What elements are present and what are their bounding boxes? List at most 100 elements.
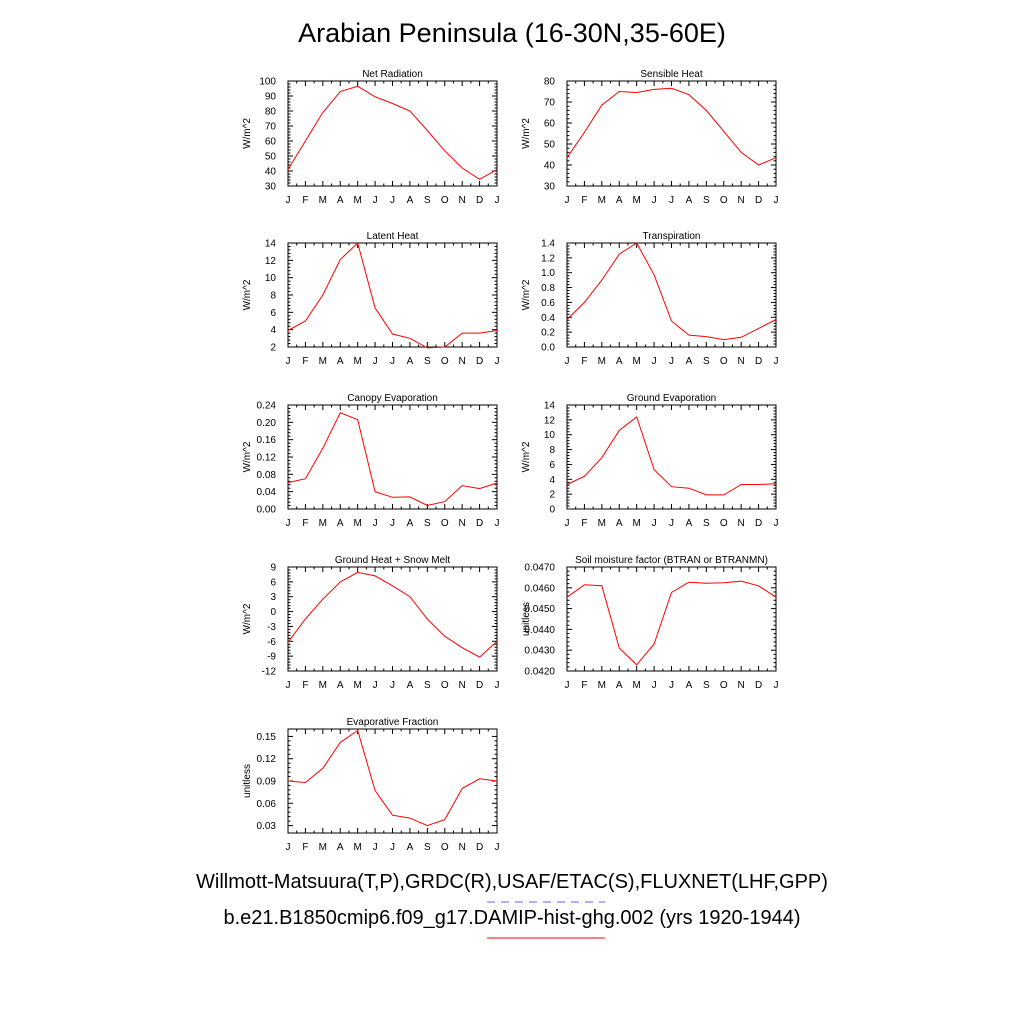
x-tick-label: S	[424, 680, 431, 691]
x-tick-label: A	[616, 680, 623, 691]
x-tick-label: M	[598, 518, 606, 529]
y-tick-label: 0.12	[257, 453, 277, 464]
x-tick-label: S	[424, 842, 431, 853]
x-tick-label: J	[565, 518, 570, 529]
plot-frame	[287, 404, 498, 510]
x-tick-label: M	[353, 842, 361, 853]
x-tick-label: D	[476, 518, 483, 529]
series-line	[566, 87, 777, 166]
y-axis-label: W/m^2	[242, 603, 253, 634]
x-tick-label: A	[337, 518, 344, 529]
y-tick-label: 8	[549, 445, 555, 456]
y-tick-label: 1.0	[541, 268, 555, 279]
x-tick-label: D	[755, 680, 762, 691]
y-axis-label: W/m^2	[521, 118, 532, 149]
page-title: Arabian Peninsula (16-30N,35-60E)	[298, 18, 726, 48]
x-tick-label: A	[616, 195, 623, 206]
x-tick-label: A	[407, 356, 414, 367]
x-tick-label: J	[390, 356, 395, 367]
x-tick-label: J	[390, 842, 395, 853]
series-line	[287, 571, 498, 658]
x-tick-label: J	[774, 195, 779, 206]
x-tick-label: O	[441, 356, 449, 367]
x-tick-label: A	[337, 680, 344, 691]
legend-model: b.e21.B1850cmip6.f09_g17.DAMIP-hist-ghg.…	[223, 907, 801, 929]
x-tick-label: M	[598, 356, 606, 367]
y-tick-label: 60	[265, 137, 277, 148]
y-tick-label: 12	[544, 415, 556, 426]
x-tick-label: M	[353, 195, 361, 206]
x-tick-label: A	[337, 842, 344, 853]
y-tick-label: -6	[267, 637, 276, 648]
x-tick-label: J	[286, 356, 291, 367]
x-tick-label: O	[720, 356, 728, 367]
x-tick-label: J	[669, 356, 674, 367]
x-tick-label: J	[286, 680, 291, 691]
x-tick-label: M	[353, 680, 361, 691]
y-tick-label: 6	[270, 577, 276, 588]
legend-observations: Willmott-Matsuura(T,P),GRDC(R),USAF/ETAC…	[196, 871, 828, 893]
y-tick-label: 0.4	[541, 313, 555, 324]
y-tick-label: 0.8	[541, 283, 555, 294]
x-tick-label: J	[652, 195, 657, 206]
series-line	[287, 412, 498, 507]
x-tick-label: M	[353, 518, 361, 529]
x-tick-label: M	[319, 195, 327, 206]
series-line	[566, 416, 777, 496]
x-tick-label: M	[632, 680, 640, 691]
x-tick-label: J	[495, 842, 500, 853]
y-tick-label: 0.0440	[524, 625, 555, 636]
x-tick-label: O	[441, 842, 449, 853]
x-tick-label: J	[669, 195, 674, 206]
legend-samples	[487, 901, 605, 939]
series-line	[287, 242, 498, 349]
y-axis-label: unitless	[242, 764, 253, 798]
x-tick-label: D	[476, 356, 483, 367]
y-tick-label: 6	[549, 460, 555, 471]
x-tick-label: J	[652, 680, 657, 691]
x-tick-label: N	[459, 518, 466, 529]
y-tick-label: 40	[544, 161, 556, 172]
x-tick-label: A	[686, 518, 693, 529]
plot-frame	[566, 242, 777, 348]
x-tick-label: M	[319, 842, 327, 853]
x-tick-label: O	[441, 680, 449, 691]
y-tick-label: 2	[270, 343, 276, 354]
y-tick-label: 0.06	[257, 799, 277, 810]
x-tick-label: O	[720, 680, 728, 691]
y-tick-label: 0.09	[257, 777, 277, 788]
x-tick-label: N	[738, 680, 745, 691]
panel-title: Sensible Heat	[640, 69, 702, 80]
y-axis-label: W/m^2	[242, 441, 253, 472]
y-axis-label: W/m^2	[521, 441, 532, 472]
x-tick-label: J	[774, 680, 779, 691]
y-tick-label: 0.00	[257, 505, 277, 516]
x-tick-label: J	[373, 842, 378, 853]
y-axis-label: unitless	[521, 602, 532, 636]
y-tick-label: 0.16	[257, 435, 277, 446]
x-tick-label: J	[774, 356, 779, 367]
y-tick-label: 70	[544, 98, 556, 109]
plot-frame	[287, 242, 498, 348]
x-tick-label: N	[738, 518, 745, 529]
y-tick-label: 4	[549, 475, 555, 486]
y-tick-label: 80	[265, 107, 277, 118]
series-line	[287, 85, 498, 180]
x-tick-label: M	[598, 195, 606, 206]
y-tick-label: 0.03	[257, 821, 277, 832]
y-tick-label: 2	[549, 490, 555, 501]
x-tick-label: D	[476, 680, 483, 691]
x-tick-label: S	[424, 356, 431, 367]
panel-title: Evaporative Fraction	[347, 717, 439, 728]
y-tick-label: -3	[267, 622, 276, 633]
y-tick-label: 50	[265, 152, 277, 163]
x-tick-label: S	[703, 518, 710, 529]
y-tick-label: 30	[265, 182, 277, 193]
x-tick-label: S	[424, 518, 431, 529]
panel-title: Latent Heat	[367, 231, 419, 242]
x-tick-label: O	[720, 518, 728, 529]
x-tick-label: J	[495, 680, 500, 691]
x-tick-label: J	[373, 518, 378, 529]
y-tick-label: 60	[544, 119, 556, 130]
